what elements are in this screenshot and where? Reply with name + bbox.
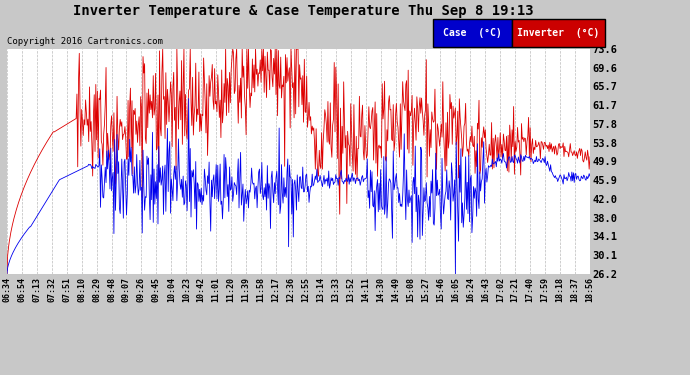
Text: 14:11: 14:11: [361, 278, 371, 303]
Text: 09:26: 09:26: [137, 278, 146, 303]
Text: 10:42: 10:42: [197, 278, 206, 303]
Text: 18:56: 18:56: [585, 278, 595, 303]
Text: 06:54: 06:54: [17, 278, 26, 303]
Text: 08:10: 08:10: [77, 278, 86, 303]
Text: Copyright 2016 Cartronics.com: Copyright 2016 Cartronics.com: [7, 38, 163, 46]
Text: 15:27: 15:27: [421, 278, 430, 303]
Text: 16:05: 16:05: [451, 278, 460, 303]
Text: 07:13: 07:13: [32, 278, 41, 303]
Text: 17:21: 17:21: [511, 278, 520, 303]
Text: 12:17: 12:17: [271, 278, 281, 303]
Text: 11:01: 11:01: [212, 278, 221, 303]
Text: 17:02: 17:02: [495, 278, 505, 303]
Text: 13:33: 13:33: [331, 278, 340, 303]
Text: 10:04: 10:04: [167, 278, 176, 303]
Text: 14:30: 14:30: [376, 278, 385, 303]
Text: 11:58: 11:58: [257, 278, 266, 303]
Text: 17:59: 17:59: [540, 278, 550, 303]
Text: 09:45: 09:45: [152, 278, 161, 303]
Text: 18:18: 18:18: [555, 278, 564, 303]
Text: 15:08: 15:08: [406, 278, 415, 303]
Text: 12:55: 12:55: [302, 278, 310, 303]
Text: 15:46: 15:46: [436, 278, 445, 303]
Text: 14:49: 14:49: [391, 278, 400, 303]
Text: 13:14: 13:14: [316, 278, 326, 303]
Text: 06:34: 06:34: [2, 278, 12, 303]
Text: 17:40: 17:40: [526, 278, 535, 303]
Text: 08:48: 08:48: [107, 278, 116, 303]
Text: 07:32: 07:32: [47, 278, 57, 303]
Text: 16:43: 16:43: [481, 278, 490, 303]
Text: 13:52: 13:52: [346, 278, 355, 303]
Text: 10:23: 10:23: [181, 278, 191, 303]
Text: 08:29: 08:29: [92, 278, 101, 303]
Text: Case  (°C): Case (°C): [443, 28, 502, 38]
Text: 11:20: 11:20: [226, 278, 236, 303]
Text: 09:07: 09:07: [122, 278, 131, 303]
Text: Inverter Temperature & Case Temperature Thu Sep 8 19:13: Inverter Temperature & Case Temperature …: [73, 4, 534, 18]
Text: 07:51: 07:51: [62, 278, 71, 303]
Text: 18:37: 18:37: [571, 278, 580, 303]
Text: Inverter  (°C): Inverter (°C): [518, 28, 600, 38]
Text: 16:24: 16:24: [466, 278, 475, 303]
Text: 12:36: 12:36: [286, 278, 295, 303]
Text: 11:39: 11:39: [241, 278, 250, 303]
